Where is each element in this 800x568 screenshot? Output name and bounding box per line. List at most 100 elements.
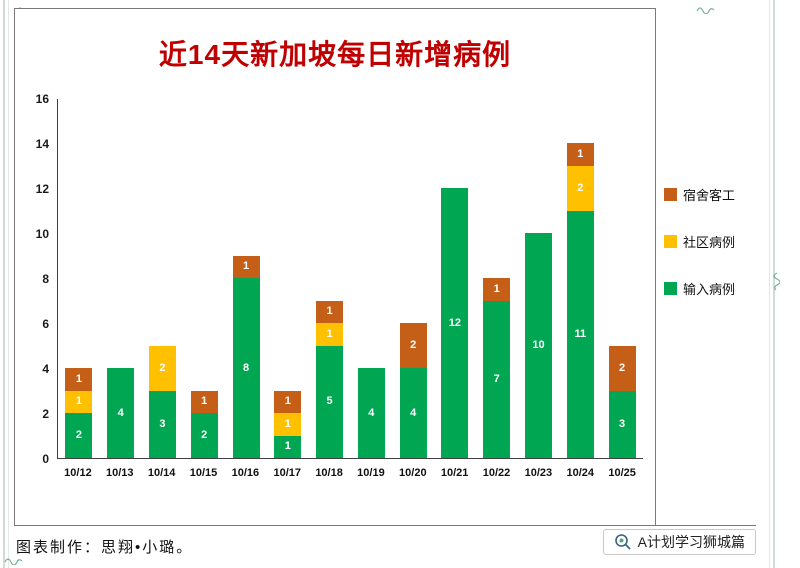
bar-value-label: 1	[326, 327, 333, 340]
bar-segment-dorm: 1	[190, 390, 218, 413]
bar-value-label: 4	[410, 406, 417, 419]
chart-title: 近14天新加坡每日新增病例	[158, 39, 512, 70]
bar-segment-community: 1	[65, 390, 93, 413]
x-tick-label: 10/21	[440, 467, 469, 479]
bar-value-label: 2	[410, 339, 417, 351]
bar-value-label: 4	[117, 406, 124, 419]
stacked-bar: 10	[524, 233, 552, 458]
bar-slot: 5 1 1	[309, 99, 351, 458]
bar-value-label: 1	[75, 372, 82, 385]
legend-swatch	[664, 235, 677, 248]
stacked-bar: 5 1 1	[316, 300, 344, 458]
bar-value-label: 1	[577, 147, 584, 160]
x-tick-label: 10/24	[566, 467, 594, 479]
right-edge-line-2	[769, 0, 770, 568]
y-tick-label: 0	[42, 452, 49, 466]
stacked-bar: 2 1 1	[65, 368, 93, 458]
chart-body: 0 2 4 6 8 10 12 14 16 2 1 1 4 3 2 2 1 8 1 1 1 1 5 1 1 4 4 2 12 7 1 10 1…	[15, 92, 655, 479]
bar-segment-dorm: 2	[608, 345, 636, 391]
x-tick-label: 10/22	[482, 467, 511, 479]
stacked-bar: 4	[107, 368, 135, 458]
bar-value-label: 1	[242, 260, 250, 273]
frame-ornament-mid-right-icon	[771, 272, 781, 297]
bar-value-label: 1	[493, 282, 500, 295]
x-tick-label: 10/14	[147, 467, 176, 479]
bar-segment-imported: 4	[399, 368, 427, 458]
bar-segment-imported: 2	[190, 413, 218, 458]
x-tick-label: 10/25	[608, 467, 636, 479]
brand-logo-icon	[614, 533, 632, 551]
y-tick-label: 10	[35, 227, 49, 241]
bar-segment-imported: 5	[316, 345, 344, 458]
bar-value-label: 2	[577, 181, 584, 194]
bar-segment-imported: 2	[65, 413, 93, 458]
bar-segment-imported: 7	[483, 300, 511, 458]
legend-swatch	[664, 188, 677, 201]
left-edge-line	[3, 0, 5, 568]
legend-label: 宿舍客工	[683, 188, 736, 203]
legend-item: 宿舍客工	[664, 185, 735, 204]
x-tick-label: 10/15	[189, 467, 218, 479]
bar-slot: 1 1 1	[267, 99, 309, 458]
bar-segment-imported: 11	[566, 210, 594, 458]
bar-value-label: 1	[284, 395, 291, 408]
x-tick-label: 10/20	[399, 467, 427, 479]
x-tick-label: 10/12	[64, 467, 92, 479]
credit-text: 图表制作：思翔•小璐。	[16, 539, 194, 556]
bar-segment-dorm: 1	[566, 143, 594, 166]
bar-value-label: 10	[532, 339, 545, 351]
bar-segment-imported: 8	[232, 278, 260, 458]
y-tick-label: 4	[42, 362, 49, 376]
brand-name: A计划学习狮城篇	[637, 534, 745, 550]
y-tick-label: 12	[35, 182, 49, 196]
bar-segment-imported: 4	[107, 368, 135, 458]
bar-segment-imported: 10	[524, 233, 552, 458]
stacked-bar: 11 2 1	[566, 143, 594, 458]
x-tick-label: 10/23	[524, 467, 553, 479]
bar-segment-community: 2	[566, 165, 594, 211]
bar-value-label: 2	[75, 429, 82, 441]
bar-segment-imported: 4	[357, 368, 385, 458]
legend-item: 社区病例	[664, 232, 735, 251]
bar-value-label: 7	[493, 372, 500, 385]
bar-value-label: 2	[618, 361, 626, 374]
bar-slot: 2 1 1	[58, 99, 100, 458]
bar-value-label: 3	[159, 417, 166, 430]
x-tick-label: 10/17	[273, 467, 301, 479]
bar-value-label: 1	[75, 395, 82, 408]
bar-segment-dorm: 1	[65, 368, 93, 391]
x-tick-label: 10/18	[315, 467, 343, 479]
x-tick-label: 10/19	[357, 467, 385, 479]
bar-value-label: 3	[618, 417, 626, 430]
frame-ornament-bottom-left-icon	[4, 552, 24, 568]
bar-value-label: 4	[368, 406, 375, 419]
bar-slot: 10	[518, 99, 560, 458]
bar-value-label: 1	[201, 395, 208, 408]
legend: 宿舍客工社区病例输入病例	[664, 185, 735, 298]
bar-segment-imported: 1	[274, 435, 302, 458]
bar-value-label: 8	[242, 361, 250, 374]
left-edge-line-2	[8, 0, 9, 568]
stacked-bar: 1 1 1	[274, 390, 302, 458]
bar-segment-dorm: 1	[316, 300, 344, 323]
bar-value-label: 2	[201, 429, 208, 441]
bar-segment-dorm: 1	[232, 255, 260, 278]
x-labels: 10/12 10/13 10/14 10/15 10/16 10/17 10/18 10/19…	[57, 467, 643, 479]
bar-slot: 11 2 1	[559, 99, 601, 458]
y-tick-label: 6	[42, 317, 49, 331]
bar-slot: 4	[100, 99, 142, 458]
legend-label: 输入病例	[683, 282, 736, 297]
bar-value-label: 1	[284, 440, 291, 453]
bar-slot: 4	[350, 99, 392, 458]
bar-segment-dorm: 1	[274, 390, 302, 413]
bar-segment-imported: 3	[608, 390, 636, 458]
frame-ornament-top-right-icon	[696, 1, 716, 19]
